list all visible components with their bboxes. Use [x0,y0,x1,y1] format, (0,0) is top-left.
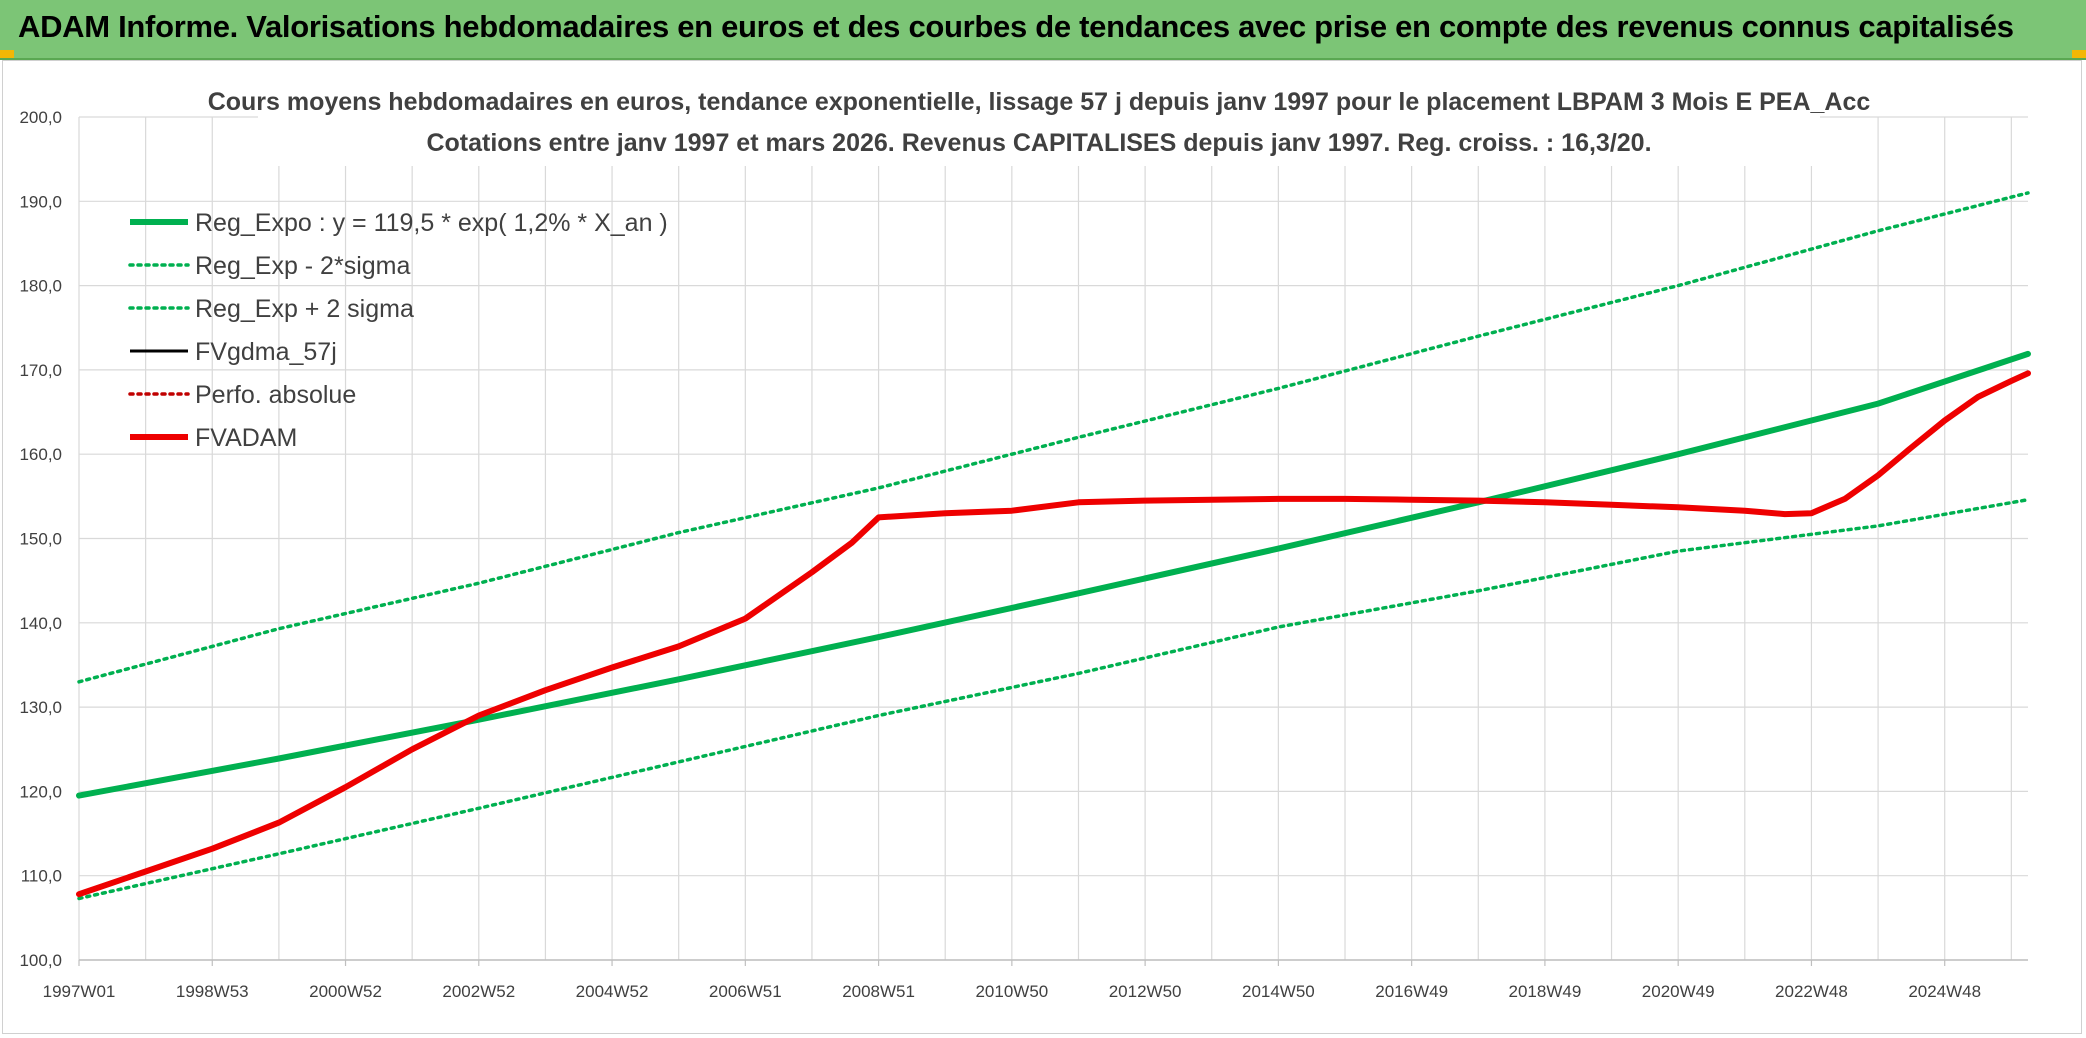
y-tick-label: 140,0 [19,614,62,633]
y-tick-label: 180,0 [19,277,62,296]
x-tick-label: 2024W48 [1908,982,1981,1001]
x-tick-label: 2008W51 [842,982,915,1001]
y-tick-label: 110,0 [21,867,62,886]
y-tick-label: 200,0 [19,108,62,127]
legend-label: Perfo. absolue [195,381,356,409]
legend-label: FVgdma_57j [195,338,337,366]
legend-label: Reg_Expo : y = 119,5 * exp( 1,2% * X_an … [195,209,668,237]
axis-labels: 100,0 110,0 120,0 130,0 140,0 150,0 160,0 170,0… [19,108,1981,1001]
x-tick-label: 2018W49 [1509,982,1582,1001]
series-line-0 [76,350,2031,799]
x-tick-label: 2022W48 [1775,982,1848,1001]
legend: Reg_Expo : y = 119,5 * exp( 1,2% * X_an … [128,209,668,452]
legend-label: Reg_Exp + 2 sigma [195,295,414,323]
x-tick-label: 2000W52 [309,982,382,1001]
y-tick-label: 100,0 [19,951,62,970]
chart-title-block: Cours moyens hebdomadaires en euros, ten… [208,82,1871,166]
legend-label: FVADAM [195,424,297,452]
legend-label: Reg_Exp - 2*sigma [195,252,410,280]
series-line-1 [77,497,2030,901]
x-tick-label: 2020W49 [1642,982,1715,1001]
x-tick-label: 2016W49 [1375,982,1448,1001]
gridlines [78,116,2028,961]
x-tick-label: 2006W51 [709,982,782,1001]
x-tick-label: 2010W50 [975,982,1048,1001]
y-tick-label: 170,0 [19,361,62,380]
x-tick-label: 2014W50 [1242,982,1315,1001]
chart-subtitle: Cotations entre janv 1997 et mars 2026. … [426,129,1651,157]
x-tick-label: 1998W53 [176,982,249,1001]
x-tick-label: 2002W52 [442,982,515,1001]
y-tick-label: 190,0 [19,192,62,211]
y-tick-label: 120,0 [19,782,62,801]
y-tick-label: 150,0 [19,530,62,549]
series-line-5 [76,370,2031,898]
banner-title: ADAM Informe. Valorisations hebdomadaire… [18,9,2014,44]
title-background [258,82,1820,166]
y-tick-label: 160,0 [19,445,62,464]
chart-title: Cours moyens hebdomadaires en euros, ten… [208,88,1871,116]
corner-marker-right [2072,50,2086,58]
y-tick-label: 130,0 [19,698,62,717]
x-tick-label: 1997W01 [43,982,116,1001]
corner-marker-left [0,50,14,58]
x-tick-label: 2012W50 [1109,982,1182,1001]
chart-frame [2,60,2082,1034]
series-line-2 [77,191,2030,684]
report-banner: ADAM Informe. Valorisations hebdomadaire… [0,0,2086,60]
series-lines [76,191,2031,901]
x-tick-label: 2004W52 [576,982,649,1001]
